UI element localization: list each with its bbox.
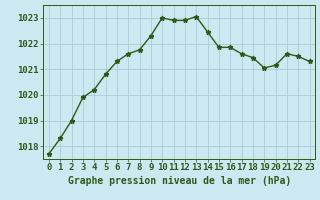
X-axis label: Graphe pression niveau de la mer (hPa): Graphe pression niveau de la mer (hPa) — [68, 176, 291, 186]
